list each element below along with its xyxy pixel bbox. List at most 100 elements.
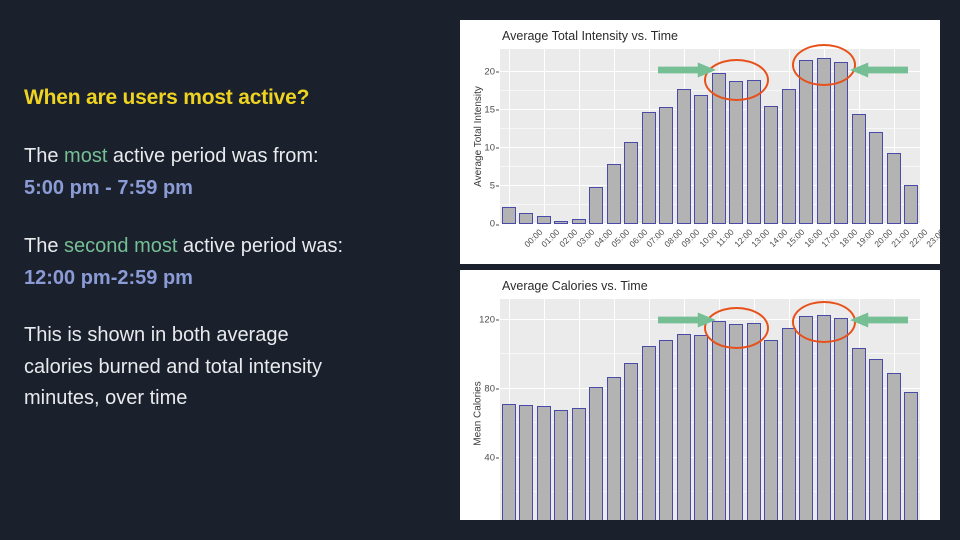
bar <box>694 95 709 224</box>
gridline-horizontal-minor <box>500 127 920 129</box>
y-axis-tick: 10 <box>484 142 499 154</box>
gridline-horizontal <box>500 318 920 320</box>
bar <box>746 323 761 520</box>
x-axis-tick: 08:00 <box>661 227 685 250</box>
x-axis-tick: 02:00 <box>556 227 580 250</box>
y-axis-tick: 40 <box>484 452 499 464</box>
bar <box>641 345 656 520</box>
gridline-horizontal-minor <box>500 89 920 91</box>
gridline-horizontal <box>500 146 920 148</box>
x-axis-tick: 23:00 <box>924 227 940 250</box>
insight-paragraph-1: The most active period was from: 5:00 pm… <box>24 140 444 204</box>
paragraph-2-emphasis: second most <box>64 235 178 257</box>
closing-line-1: This is shown in both average <box>24 324 289 346</box>
x-axis-tick: 17:00 <box>819 227 842 250</box>
bar <box>694 335 709 520</box>
bar <box>676 334 691 520</box>
x-axis-tick: 11:00 <box>714 227 736 249</box>
chart-intensity: Average Total Intensity vs. Time Average… <box>460 20 940 264</box>
bar <box>659 340 674 520</box>
x-axis-tick: 18:00 <box>836 227 860 250</box>
gridline-horizontal <box>500 70 920 72</box>
arrow-pointing-right-icon <box>658 312 716 328</box>
x-axis-tick: 01:00 <box>539 227 562 250</box>
bar <box>869 131 884 224</box>
bar <box>589 387 604 520</box>
bar <box>501 403 516 520</box>
gridline-horizontal <box>500 108 920 110</box>
paragraph-2-value: 12:00 pm-2:59 pm <box>24 267 193 289</box>
chart-title-intensity: Average Total Intensity vs. Time <box>502 29 679 43</box>
x-axis-tick: 05:00 <box>609 227 632 250</box>
gridline-horizontal-minor <box>500 422 920 424</box>
bar <box>851 114 866 224</box>
gridline-horizontal-minor <box>500 353 920 355</box>
gridline-horizontal <box>500 456 920 458</box>
y-axis-tick: 80 <box>484 383 499 395</box>
bar <box>711 72 726 224</box>
chart-title-calories: Average Calories vs. Time <box>502 279 648 293</box>
bar <box>834 61 849 224</box>
x-axis-tick: 22:00 <box>906 227 930 250</box>
gridline-vertical <box>613 49 615 224</box>
gridline-vertical <box>578 49 580 224</box>
bar <box>729 324 744 520</box>
bar <box>536 215 551 224</box>
paragraph-1-value: 5:00 pm - 7:59 pm <box>24 177 193 199</box>
bar <box>851 348 866 520</box>
bar <box>624 141 639 224</box>
gridline-vertical <box>508 49 510 224</box>
bar <box>571 407 586 520</box>
paragraph-1-lead: The <box>24 145 65 167</box>
plot-area-intensity: 0 5 10 15 20 00:00 01:00 02:00 03:00 04:00 05:00 06… <box>484 44 940 249</box>
y-axis-tick: 5 <box>489 180 500 192</box>
x-axis-tick: 16:00 <box>801 227 825 250</box>
paragraph-1-tail: active period was from: <box>107 145 319 167</box>
x-axis-tick: 14:00 <box>766 227 790 250</box>
bar <box>904 392 919 520</box>
closing-paragraph: This is shown in both average calories b… <box>24 320 444 415</box>
y-axis-label-calories: Mean Calories <box>472 380 484 446</box>
bar <box>641 112 656 224</box>
bar <box>816 314 831 520</box>
closing-line-2: calories burned and total intensity <box>24 355 322 378</box>
bar <box>554 220 569 224</box>
x-axis-tick: 09:00 <box>679 227 702 250</box>
x-axis-tick: 06:00 <box>626 227 650 250</box>
gridline-horizontal-minor <box>500 165 920 167</box>
bar <box>799 59 814 224</box>
bar <box>816 58 831 224</box>
x-axis-tick: 12:00 <box>731 227 755 250</box>
closing-line-3: minutes, over time <box>24 387 188 410</box>
bar <box>869 358 884 520</box>
bar <box>659 106 674 224</box>
page-title: When are users most active? <box>24 86 310 109</box>
y-axis-tick: 120 <box>479 314 499 326</box>
chart-card-intensity: Average Total Intensity vs. Time Average… <box>460 20 940 264</box>
bar <box>729 80 744 224</box>
gridline-horizontal-minor <box>500 203 920 205</box>
x-axis-tick: 04:00 <box>591 227 615 250</box>
chart-calories: Average Calories vs. Time Mean Calories … <box>460 270 940 520</box>
x-axis-tick: 15:00 <box>784 227 807 250</box>
y-axis-tick: 0 <box>489 218 500 230</box>
text-panel: When are users most active? The most act… <box>24 86 444 441</box>
bar <box>519 213 534 224</box>
bar <box>589 186 604 224</box>
bar <box>624 362 639 520</box>
gridline-vertical <box>543 49 545 224</box>
plot-area-calories: 0408012000:0001:0002:0003:0004:0005:0006… <box>479 299 920 520</box>
x-axis-tick: 00:00 <box>521 227 545 250</box>
bar <box>904 185 919 224</box>
bar <box>886 373 901 520</box>
bar <box>746 80 761 224</box>
bar <box>571 219 586 224</box>
bar <box>781 89 796 224</box>
gridline-horizontal <box>500 184 920 186</box>
x-axis-tick: 03:00 <box>574 227 597 250</box>
x-axis-tick: 13:00 <box>749 227 772 250</box>
gridline-horizontal <box>500 387 920 389</box>
x-axis-tick: 07:00 <box>644 227 667 250</box>
bar <box>799 316 814 520</box>
